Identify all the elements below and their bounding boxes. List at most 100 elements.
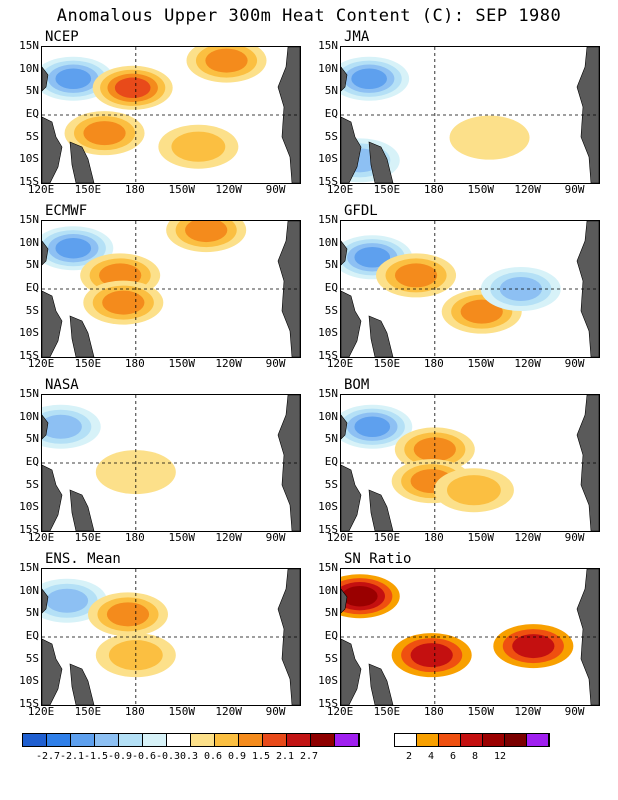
y-tick-label: 5N [25, 606, 39, 620]
x-tick-label: 120E [27, 357, 55, 370]
x-tick-label: 150W [467, 357, 494, 370]
colorbar-swatch [461, 734, 483, 746]
x-tick-label: 180 [124, 183, 145, 196]
y-tick-label: 15S [318, 175, 338, 188]
x-tick-label: 150W [168, 705, 195, 718]
colorbar-swatch [527, 734, 549, 746]
y-tick-label: 15N [19, 213, 39, 226]
y-tick-label: 10S [19, 500, 39, 514]
y-tick-label: 15N [318, 387, 338, 400]
contour-blob-2-level-2 [102, 290, 145, 315]
y-tick-label: 15S [19, 697, 39, 710]
contour-blob-1-level-3 [114, 77, 151, 99]
y-tick-label: 10S [318, 326, 338, 340]
land-mass-2 [341, 588, 348, 614]
map-canvas [341, 569, 599, 705]
contour-blob-2-level-2 [460, 299, 503, 324]
y-tick-label: 15N [318, 39, 338, 52]
y-tick-label: 15N [19, 561, 39, 574]
colorbar-label: -0.3 [156, 751, 181, 762]
y-tick-label: 5S [25, 651, 39, 665]
y-tick-label: 15S [318, 697, 338, 710]
colorbar-label: 6 [450, 751, 457, 762]
contour-blob-0-level-3 [354, 416, 391, 437]
y-tick-label: 15N [318, 213, 338, 226]
x-tick-label: 150E [373, 531, 401, 544]
contour-blob-3-level-2 [499, 277, 542, 301]
contour-blob-2-level-0 [449, 115, 530, 160]
x-tick-label: 120W [215, 183, 242, 196]
y-tick-label: 15N [318, 561, 338, 574]
colorbar-label: -2.7 [36, 751, 61, 762]
panel-title: ENS. Mean [45, 551, 121, 567]
colorbar-swatch [483, 734, 505, 746]
y-tick-label: 5N [25, 432, 39, 446]
y-tick-label: 15S [19, 349, 39, 362]
contour-blob-0-level-3 [341, 585, 378, 607]
y-tick-label: EQ [25, 107, 39, 120]
x-tick-label: 120W [215, 531, 242, 544]
colorbar-label: -1.5 [84, 751, 109, 762]
x-tick-label: 90W [265, 531, 286, 544]
y-tick-label: 5N [324, 258, 338, 272]
x-tick-label: 120W [514, 183, 541, 196]
contour-blob-2-level-2 [83, 121, 126, 146]
colorbar-swatch [395, 734, 417, 746]
contour-blob-1-level-2 [394, 263, 438, 288]
y-tick-label: 10S [318, 152, 338, 166]
x-tick-label: 120E [326, 531, 354, 544]
y-tick-label: 10N [318, 235, 338, 249]
y-tick-label: 10S [19, 326, 39, 340]
x-tick-label: 150W [467, 531, 494, 544]
map-panel-3 [340, 220, 600, 358]
y-tick-label: 10S [19, 674, 39, 688]
y-tick-label: EQ [324, 107, 338, 120]
x-tick-label: 120W [215, 357, 242, 370]
x-tick-label: 180 [124, 531, 145, 544]
contour-blob-0-level-2 [42, 414, 82, 439]
colorbar-swatch [23, 734, 47, 746]
panel-title: GFDL [344, 203, 378, 219]
colorbar-swatch [263, 734, 287, 746]
map-canvas [341, 47, 599, 183]
x-tick-label: 180 [423, 183, 444, 196]
map-canvas [42, 221, 300, 357]
land-mass-2 [341, 66, 348, 92]
land-mass-1 [368, 315, 394, 357]
map-panel-6 [41, 568, 301, 706]
x-tick-label: 120E [326, 357, 354, 370]
y-tick-label: 10S [19, 152, 39, 166]
y-tick-label: 5N [25, 84, 39, 98]
x-tick-label: 150W [467, 705, 494, 718]
x-tick-label: 90W [265, 357, 286, 370]
x-tick-label: 150W [168, 357, 195, 370]
colorbar-swatch [287, 734, 311, 746]
x-tick-label: 150E [74, 531, 102, 544]
y-tick-label: 5S [324, 303, 338, 317]
land-mass-1 [368, 489, 394, 531]
x-tick-label: 150E [74, 705, 102, 718]
colorbar-swatch [119, 734, 143, 746]
contour-blob-4-level-2 [205, 48, 248, 73]
y-tick-label: 15S [318, 523, 338, 536]
y-tick-label: EQ [324, 281, 338, 294]
land-mass-2 [42, 240, 49, 266]
land-mass-1 [69, 663, 95, 705]
colorbar-swatch [239, 734, 263, 746]
contour-blob-1-level-2 [106, 602, 150, 627]
land-mass-2 [341, 240, 348, 266]
colorbar-swatch [439, 734, 461, 746]
map-canvas [341, 395, 599, 531]
x-tick-label: 180 [124, 705, 145, 718]
contour-blob-0-level-3 [351, 68, 387, 89]
land-mass-2 [341, 414, 348, 440]
land-mass-0 [42, 290, 63, 357]
y-tick-label: 15N [19, 387, 39, 400]
x-tick-label: 150E [373, 357, 401, 370]
x-tick-label: 90W [564, 531, 585, 544]
x-tick-label: 120E [326, 705, 354, 718]
land-mass-2 [42, 588, 49, 614]
colorbar-label: -2.1 [60, 751, 85, 762]
x-tick-label: 90W [564, 705, 585, 718]
colorbar-label: 12 [494, 751, 507, 762]
